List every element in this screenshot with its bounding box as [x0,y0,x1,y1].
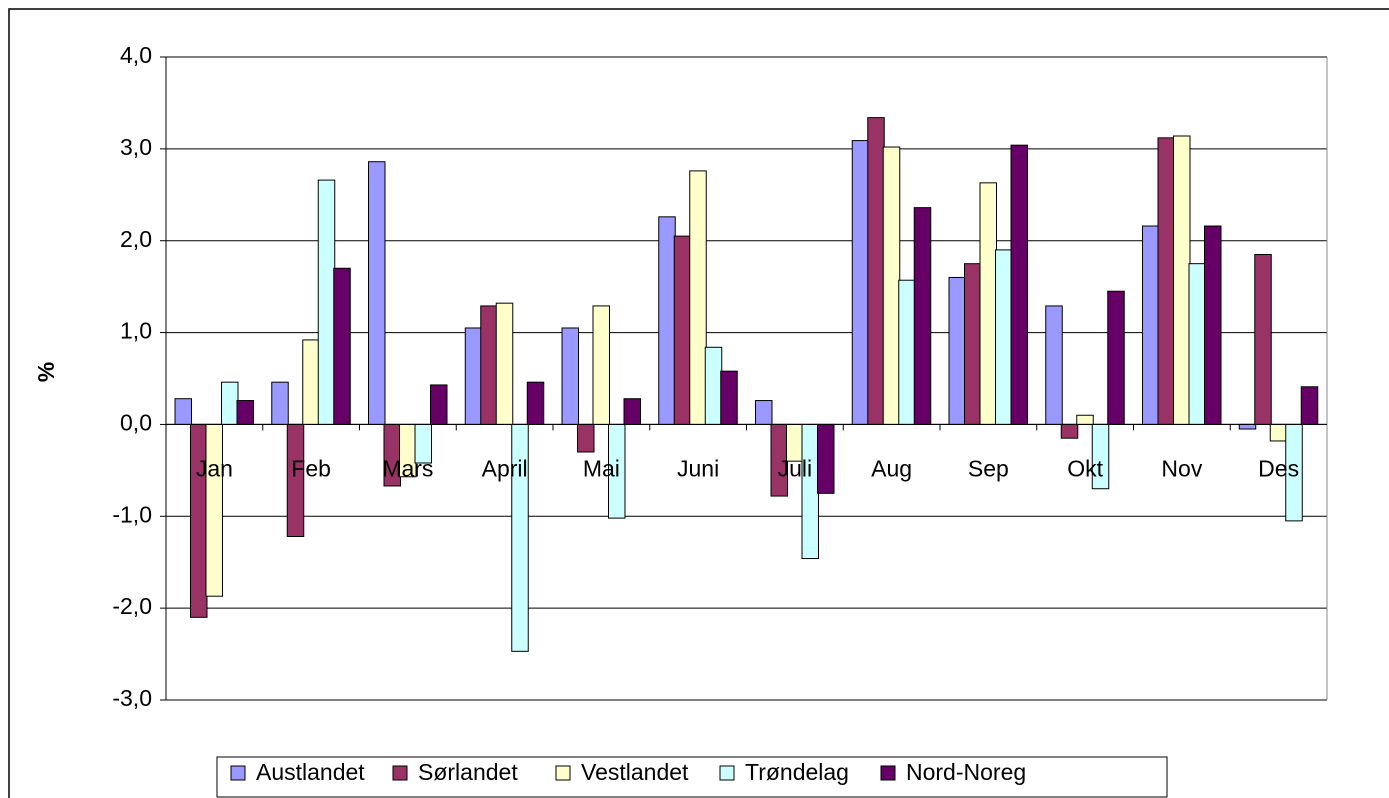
bar [720,370,738,425]
x-tick-label: Aug [871,456,912,482]
bar [1142,225,1160,425]
bar [1238,423,1257,430]
y-tick-label: 4,0 [120,42,152,68]
bar [979,182,997,425]
y-tick-label: -1,0 [112,501,152,527]
bar [1188,263,1206,425]
bar [577,423,595,453]
bar [592,305,610,425]
legend-swatch [392,765,408,781]
bar [464,327,483,425]
bar [430,384,448,425]
legend-box [216,756,1168,798]
x-tick-label: Mars [382,456,433,482]
y-tick-label: 2,0 [120,226,152,252]
bar [1060,423,1079,439]
bar [526,381,545,425]
bar [190,423,208,618]
bar [1269,423,1288,442]
x-tick-label: Sep [968,456,1009,482]
x-tick-label: Mai [583,456,620,482]
bar [1254,253,1272,425]
bar [333,267,351,425]
x-tick-label: Jan [196,456,233,482]
bar [271,381,289,425]
bar [755,400,773,425]
bar [995,249,1013,425]
bar [704,346,723,425]
bar [851,140,870,425]
legend-swatch [230,765,246,781]
bar [801,423,819,560]
bar [1045,305,1063,425]
bar [495,302,514,425]
bar [817,423,835,494]
bar [1300,386,1319,425]
bar [1157,137,1175,425]
bar [1204,225,1222,425]
bar [882,146,901,425]
legend-label: Sørlandet [418,759,518,785]
bar [368,161,386,425]
y-tick-label: -2,0 [112,593,152,619]
bar [948,276,966,425]
bar [964,263,982,425]
x-tick-label: Nov [1161,456,1202,482]
y-axis-label: % [33,362,59,382]
y-tick-label: 0,0 [120,410,152,436]
x-tick-label: Feb [291,456,331,482]
bar [561,327,579,425]
bar [867,117,885,425]
bar [317,179,336,425]
bar [623,398,641,425]
bar [221,381,239,425]
legend-swatch [719,765,735,781]
legend-label: Trøndelag [745,759,849,785]
legend-label: Austlandet [256,759,365,785]
bar [898,279,916,425]
x-tick-label: Juli [778,456,813,482]
bar [658,216,676,425]
x-tick-label: April [482,456,528,482]
x-tick-label: Des [1258,456,1299,482]
legend-swatch [880,765,896,781]
legend-label: Nord-Noreg [906,759,1026,785]
bar [205,423,223,597]
y-tick-label: 1,0 [120,318,152,344]
bar [673,235,692,425]
legend-swatch [555,765,571,781]
bar [1107,290,1125,425]
legend-label: Vestlandet [581,759,689,785]
x-tick-label: Juni [677,456,719,482]
bar [1173,135,1191,425]
y-tick-label: -3,0 [112,685,152,711]
bar [236,400,254,425]
x-tick-label: Okt [1067,456,1103,482]
bar [913,207,932,425]
bar [480,305,498,425]
bar [174,398,192,425]
bar [302,339,320,425]
y-tick-label: 3,0 [120,134,152,160]
bar [689,170,707,425]
bar [1076,414,1094,425]
bar [1010,144,1028,425]
